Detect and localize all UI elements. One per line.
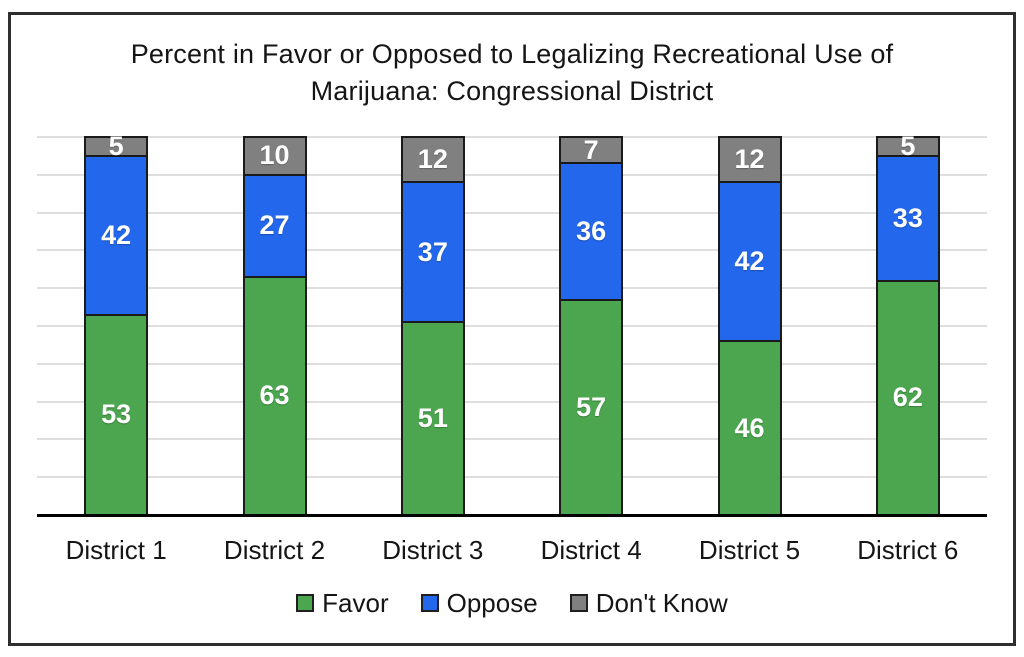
bar-value-label: 62 [892, 382, 923, 413]
x-axis-label-district-5: District 5 [698, 535, 801, 565]
bar-value-label: 36 [576, 216, 607, 246]
x-axis-label-district-2: District 2 [223, 535, 326, 565]
bar-value-label: 46 [734, 412, 765, 443]
bar-segment-oppose: 36 [559, 162, 624, 299]
bar-segment-oppose: 33 [875, 154, 940, 280]
legend-swatch-don-t-know [569, 594, 588, 612]
legend-label-favor: Favor [322, 588, 389, 618]
gridline-80 [37, 211, 987, 214]
bar-segment-oppose: 42 [717, 181, 782, 341]
bar-segment-don-t-know: 5 [84, 132, 149, 159]
bar-value-label: 12 [417, 144, 448, 175]
legend-item-oppose: Oppose [420, 588, 538, 618]
legend-item-favor: Favor [296, 588, 389, 618]
gridline-50 [37, 325, 987, 327]
legend-label-don-t-know: Don't Know [595, 588, 728, 618]
gridline-90 [37, 173, 987, 176]
bar-value-label: 5 [900, 130, 916, 161]
gridline-10 [37, 476, 987, 479]
x-axis-label-district-6: District 6 [857, 535, 959, 565]
x-axis-label-district-4: District 4 [540, 535, 642, 565]
bar-segment-don-t-know: 5 [875, 132, 940, 159]
chart-frame [8, 12, 1016, 646]
x-axis-label-district-1: District 1 [65, 535, 167, 565]
bar-segment-oppose: 27 [242, 173, 307, 276]
bar-value-label: 7 [583, 134, 599, 165]
bar-value-label: 63 [259, 380, 290, 411]
gridline-20 [37, 438, 987, 441]
bar-segment-don-t-know: 10 [242, 136, 307, 174]
bar-segment-favor: 62 [875, 279, 940, 514]
x-axis-label-district-3: District 3 [382, 535, 484, 565]
gridline-100 [37, 136, 987, 138]
bar-value-label: 37 [417, 236, 448, 267]
legend-swatch-oppose [420, 594, 439, 612]
bar-segment-favor: 63 [242, 275, 307, 514]
gridline-70 [37, 249, 987, 252]
legend: Favor Oppose Don't Know [0, 588, 1024, 618]
bar-value-label: 53 [101, 399, 132, 430]
bar-segment-favor: 53 [84, 313, 149, 514]
x-axis-labels: District 1 District 2 District 3 District 4… [37, 534, 987, 566]
legend-swatch-favor [296, 594, 315, 612]
x-axis-line [37, 514, 987, 517]
bar-segment-oppose: 42 [84, 154, 149, 314]
gridline-60 [37, 287, 987, 290]
bar-value-label: 42 [734, 246, 765, 277]
plot-area: 53 42 5 63 27 10 51 37 12 57 36 7 46 42 12 62 33 5 [37, 132, 987, 517]
bar-segment-favor: 57 [559, 298, 624, 514]
legend-label-oppose: Oppose [446, 588, 538, 618]
bar-value-label: 12 [734, 144, 765, 175]
bar-value-label: 5 [108, 130, 124, 161]
bar-segment-oppose: 37 [400, 181, 465, 322]
legend-item-don-t-know: Don't Know [569, 588, 728, 618]
bar-value-label: 57 [576, 391, 607, 422]
bar-segment-favor: 46 [717, 340, 782, 514]
bar-value-label: 10 [259, 140, 290, 171]
bar-segment-don-t-know: 7 [559, 134, 624, 165]
bar-value-label: 27 [259, 210, 290, 241]
gridline-30 [37, 400, 987, 403]
bar-value-label: 33 [892, 202, 923, 233]
bar-segment-favor: 51 [400, 321, 465, 514]
bar-value-label: 42 [101, 219, 132, 250]
chart-title-line-2: Marijuana: Congressional District [310, 76, 714, 106]
chart-title-line-1: Percent in Favor or Opposed to Legalizin… [130, 39, 894, 69]
bar-segment-don-t-know: 12 [400, 136, 465, 182]
bar-segment-don-t-know: 12 [717, 136, 782, 182]
bar-value-label: 51 [417, 403, 448, 434]
gridline-40 [37, 362, 987, 365]
chart-title: Percent in Favor or Opposed to Legalizin… [0, 36, 1024, 110]
